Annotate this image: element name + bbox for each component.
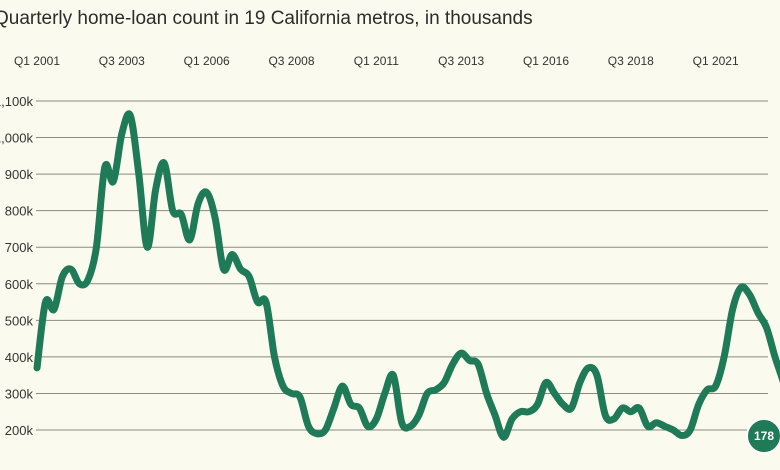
gridlines (36, 100, 768, 431)
y-tick-label: 200k (5, 423, 34, 438)
end-value-marker (746, 418, 780, 454)
x-tick-label: Q3 2003 (99, 54, 145, 68)
chart-subtitle: Quarterly home-loan count in 19 Californ… (0, 8, 533, 29)
y-tick-label: 400k (5, 350, 34, 365)
y-tick-label: 700k (5, 240, 34, 255)
y-tick-label: 600k (5, 277, 34, 292)
x-tick-label: Q1 2006 (184, 54, 230, 68)
end-value-label: 178 (754, 429, 774, 443)
x-tick-label: Q3 2008 (268, 54, 314, 68)
x-tick-label: Q3 2013 (438, 54, 484, 68)
y-axis-tick-labels: 200k 300k 400k 500k 600k 700k 800k 900k 1,000k 1,… (0, 94, 33, 438)
y-tick-label: 1,000k (0, 131, 33, 146)
x-tick-label: Q1 2011 (354, 54, 399, 68)
y-tick-label: 500k (5, 313, 34, 328)
x-tick-label: Q3 2018 (608, 54, 654, 68)
series-line (33, 110, 780, 441)
x-tick-label: Q1 2021 (693, 54, 739, 68)
x-tick-label: Q1 2001 (14, 54, 60, 68)
y-tick-label: 800k (5, 204, 34, 219)
y-tick-label: 1,100k (0, 94, 33, 109)
y-tick-label: 300k (5, 386, 34, 401)
x-tick-label: Q1 2016 (523, 54, 569, 68)
y-tick-label: 900k (5, 167, 34, 182)
x-axis-tick-labels: Q1 2001 Q3 2003 Q1 2006 Q3 2008 Q1 2011 Q3 20… (14, 54, 739, 68)
